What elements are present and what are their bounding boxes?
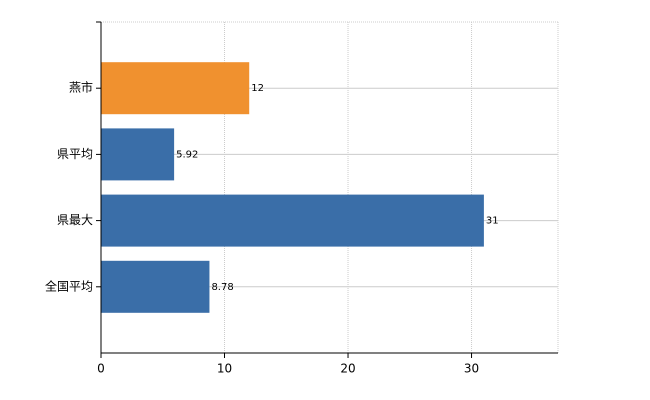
bar [101,194,484,247]
bar [101,260,210,313]
bar [101,128,175,181]
value-label: 8.78 [211,282,233,293]
x-tick-label: 30 [464,362,479,376]
value-label: 31 [486,216,499,227]
bar [101,62,250,115]
value-label: 5.92 [176,149,198,160]
y-tick-label: 県平均 [57,147,93,161]
y-tick-label: 燕市 [69,80,93,95]
value-label: 12 [251,83,264,94]
x-tick-label: 20 [340,362,355,376]
x-tick-label: 0 [97,362,105,376]
y-tick-label: 県最大 [57,213,93,227]
y-tick-label: 全国平均 [45,278,93,293]
x-tick-label: 10 [217,362,232,376]
